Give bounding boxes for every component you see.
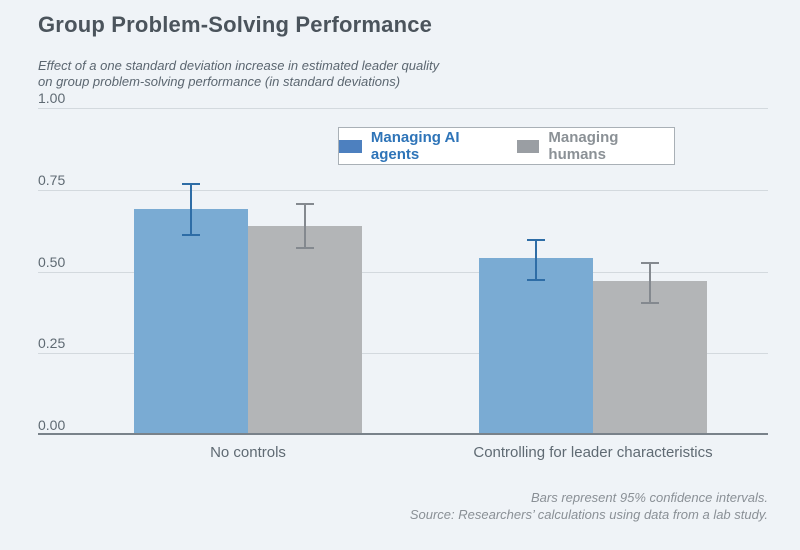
error-bar-cap-bottom <box>182 233 200 236</box>
y-tick-label: 0.00 <box>38 417 66 433</box>
gridline-0.75 <box>38 189 768 191</box>
legend: Managing AI agents Managing humans <box>338 127 675 165</box>
legend-swatch-icon <box>339 139 362 153</box>
legend-label: Managing AI agents <box>370 129 460 163</box>
chart-subtitle-line1: Effect of a one standard deviation incre… <box>38 58 440 73</box>
y-tick-label: 0.75 <box>38 171 66 188</box>
y-tick-label: 0.25 <box>38 335 66 352</box>
error-bar-cap-bottom <box>527 279 545 282</box>
y-tick-label: 0.50 <box>38 253 66 270</box>
error-bar-cap-top <box>527 238 545 241</box>
error-bar-cap-top <box>296 202 314 205</box>
error-bar-cap-top <box>641 261 659 264</box>
bar-humans-group2 <box>593 281 707 435</box>
x-category-label: No controls <box>210 444 286 461</box>
x-category-label: Controlling for leader characteristics <box>473 444 713 461</box>
bar-humans-group1 <box>248 226 362 435</box>
bar-ai-group1 <box>134 209 248 435</box>
footer-notes: Bars represent 95% confidence intervals.… <box>410 489 768 523</box>
legend-swatch-icon <box>516 139 540 153</box>
error-bar-cap-bottom <box>641 302 659 305</box>
y-tick-label: 1.00 <box>38 90 66 106</box>
footer-note-source: Source: Researchers’ calculations using … <box>409 507 768 522</box>
plot-area: Managing AI agents Managing humans 0.00 0.… <box>38 90 768 461</box>
error-bar-line <box>304 202 306 249</box>
chart-title: Group Problem-Solving Performance <box>38 12 433 37</box>
bar-ai-group2 <box>479 258 593 435</box>
error-bar-line <box>535 238 537 282</box>
error-bar-cap-bottom <box>296 246 314 249</box>
footer-note-ci: Bars represent 95% confidence intervals. <box>530 490 768 505</box>
legend-label: Managing humans <box>548 129 619 163</box>
gridline-1.00 <box>38 108 768 109</box>
chart-subtitle-line2: on group problem-solving performance (in… <box>38 74 401 89</box>
gridline-0.25 <box>38 353 768 355</box>
legend-item-ai-agents: Managing AI agents <box>339 129 506 163</box>
error-bar-line <box>649 261 651 305</box>
legend-item-humans: Managing humans <box>516 129 674 163</box>
x-axis-line <box>38 433 768 435</box>
gridline-0.50 <box>38 271 768 273</box>
chart-subtitle: Effect of a one standard deviation incre… <box>38 58 439 90</box>
error-bar-cap-top <box>182 183 200 186</box>
error-bar-line <box>190 183 192 236</box>
